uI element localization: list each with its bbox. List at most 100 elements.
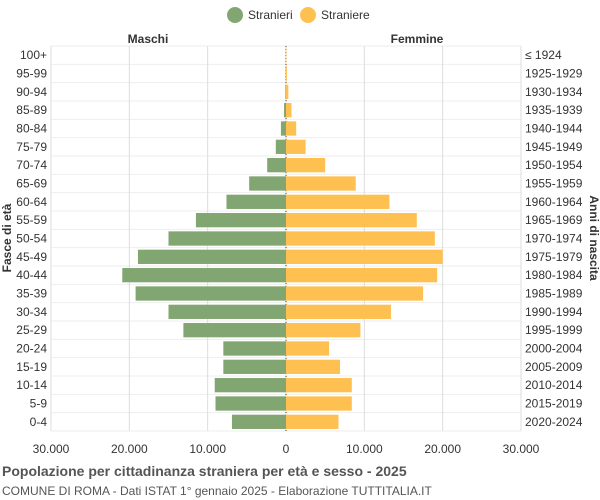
birth-year-label: 2000-2004 bbox=[525, 342, 583, 356]
y-axis-title-right: Anni di nascita bbox=[587, 195, 600, 281]
age-group-label: 40-44 bbox=[16, 268, 47, 282]
age-group-label: 25-29 bbox=[16, 323, 47, 337]
grid-layer bbox=[50, 45, 522, 432]
header-femmine: Femmine bbox=[391, 32, 444, 46]
bar-female-70-74 bbox=[286, 158, 326, 173]
birth-year-label: 2015-2019 bbox=[525, 397, 583, 411]
birth-year-label: 1965-1969 bbox=[525, 213, 583, 227]
birth-year-label: 1930-1934 bbox=[525, 85, 583, 99]
x-tick-label: 30.000 bbox=[503, 442, 540, 456]
birth-year-label: 1960-1964 bbox=[525, 195, 583, 209]
bar-female-0-4 bbox=[286, 414, 339, 429]
bar-male-10-14 bbox=[214, 378, 286, 393]
x-tick-label: 30.000 bbox=[33, 442, 70, 456]
age-group-label: 95-99 bbox=[16, 67, 47, 81]
age-group-label: 10-14 bbox=[16, 378, 47, 392]
x-tick-label: 10.000 bbox=[189, 442, 226, 456]
x-tick-label: 20.000 bbox=[111, 442, 148, 456]
bar-female-20-24 bbox=[286, 341, 330, 356]
bar-female-40-44 bbox=[286, 268, 438, 283]
x-tick-label: 20.000 bbox=[424, 442, 461, 456]
birth-year-label: 1945-1949 bbox=[525, 140, 583, 154]
bar-female-80-84 bbox=[286, 121, 297, 136]
bar-female-35-39 bbox=[286, 286, 424, 301]
birth-year-label: 1940-1944 bbox=[525, 122, 583, 136]
age-group-label: 5-9 bbox=[30, 397, 48, 411]
birth-year-label: 1925-1929 bbox=[525, 67, 583, 81]
legend-label-straniere: Straniere bbox=[321, 8, 370, 22]
birth-year-label: ≤ 1924 bbox=[525, 48, 562, 62]
age-group-label: 70-74 bbox=[16, 158, 47, 172]
bar-female-5-9 bbox=[286, 396, 352, 411]
label-layer: 30.000 20.000 10.000 0 10.000 20.000 30.000 100… bbox=[0, 7, 600, 456]
bar-male-0-4 bbox=[231, 414, 286, 429]
age-group-label: 80-84 bbox=[16, 122, 47, 136]
bar-female-15-19 bbox=[286, 359, 341, 374]
age-group-label: 100+ bbox=[20, 48, 47, 62]
age-group-label: 15-19 bbox=[16, 360, 47, 374]
age-group-label: 60-64 bbox=[16, 195, 47, 209]
birth-year-label: 1950-1954 bbox=[525, 158, 583, 172]
header-maschi: Maschi bbox=[128, 32, 169, 46]
bar-male-5-9 bbox=[215, 396, 286, 411]
birth-year-label: 2020-2024 bbox=[525, 415, 583, 429]
age-group-label: 55-59 bbox=[16, 213, 47, 227]
bar-male-45-49 bbox=[137, 249, 286, 264]
birth-year-label: 1975-1979 bbox=[525, 250, 583, 264]
population-pyramid-chart: 30.000 20.000 10.000 0 10.000 20.000 30.000 100… bbox=[0, 7, 600, 456]
age-group-label: 30-34 bbox=[16, 305, 47, 319]
legend-marker-straniere bbox=[300, 7, 316, 23]
bar-female-55-59 bbox=[286, 213, 417, 228]
age-group-label: 45-49 bbox=[16, 250, 47, 264]
bar-male-35-39 bbox=[135, 286, 286, 301]
chart-footer-title: Popolazione per cittadinanza straniera p… bbox=[2, 463, 407, 479]
legend-marker-stranieri bbox=[227, 7, 243, 23]
birth-year-label: 1935-1939 bbox=[525, 103, 583, 117]
bar-female-65-69 bbox=[286, 176, 356, 191]
bar-male-80-84 bbox=[280, 121, 286, 136]
birth-year-label: 1990-1994 bbox=[525, 305, 583, 319]
bar-male-55-59 bbox=[195, 213, 286, 228]
birth-year-label: 1995-1999 bbox=[525, 323, 583, 337]
chart-footer-source: COMUNE DI ROMA - Dati ISTAT 1° gennaio 2… bbox=[2, 484, 432, 498]
bar-male-30-34 bbox=[168, 304, 286, 319]
bar-female-45-49 bbox=[286, 249, 443, 264]
age-group-label: 65-69 bbox=[16, 177, 47, 191]
birth-year-label: 2005-2009 bbox=[525, 360, 583, 374]
birth-year-label: 2010-2014 bbox=[525, 378, 583, 392]
age-group-label: 75-79 bbox=[16, 140, 47, 154]
bar-male-70-74 bbox=[267, 158, 286, 173]
bar-female-50-54 bbox=[286, 231, 435, 246]
bar-male-90-94 bbox=[285, 84, 286, 99]
bar-female-95-99 bbox=[286, 66, 287, 81]
bar-female-90-94 bbox=[286, 84, 289, 99]
birth-year-label: 1970-1974 bbox=[525, 232, 583, 246]
age-group-label: 85-89 bbox=[16, 103, 47, 117]
bar-male-75-79 bbox=[275, 139, 286, 154]
age-group-label: 35-39 bbox=[16, 287, 47, 301]
y-axis-title-left: Fasce di età bbox=[0, 203, 14, 272]
legend-label-stranieri: Stranieri bbox=[248, 8, 293, 22]
birth-year-label: 1980-1984 bbox=[525, 268, 583, 282]
bar-female-30-34 bbox=[286, 304, 391, 319]
bar-male-50-54 bbox=[168, 231, 286, 246]
age-group-label: 50-54 bbox=[16, 232, 47, 246]
bar-male-15-19 bbox=[223, 359, 286, 374]
x-tick-label: 0 bbox=[283, 442, 290, 456]
bar-female-85-89 bbox=[286, 103, 292, 118]
bar-male-85-89 bbox=[284, 103, 286, 118]
bar-male-25-29 bbox=[183, 323, 286, 338]
bar-female-25-29 bbox=[286, 323, 361, 338]
bar-female-60-64 bbox=[286, 194, 390, 209]
birth-year-label: 1955-1959 bbox=[525, 177, 583, 191]
age-group-label: 20-24 bbox=[16, 342, 47, 356]
age-group-label: 90-94 bbox=[16, 85, 47, 99]
bar-male-65-69 bbox=[249, 176, 286, 191]
x-tick-label: 10.000 bbox=[346, 442, 383, 456]
bar-female-75-79 bbox=[286, 139, 306, 154]
age-group-label: 0-4 bbox=[30, 415, 48, 429]
bar-male-60-64 bbox=[226, 194, 286, 209]
bar-male-40-44 bbox=[122, 268, 287, 283]
bar-female-10-14 bbox=[286, 378, 352, 393]
birth-year-label: 1985-1989 bbox=[525, 287, 583, 301]
